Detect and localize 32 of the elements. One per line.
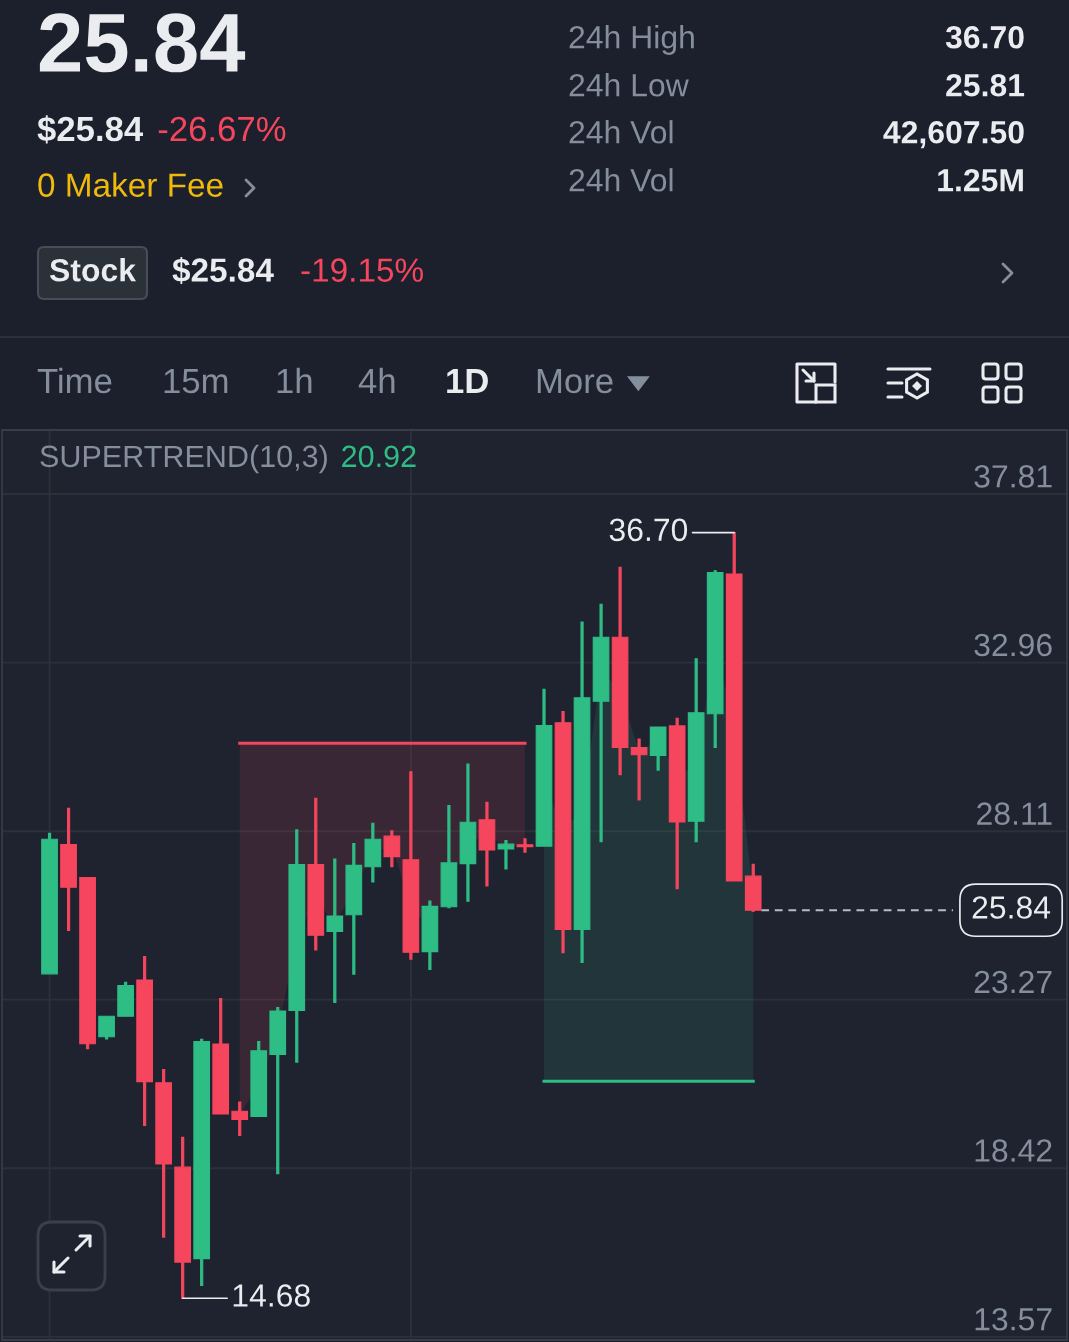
text: 15m [164, 369, 228, 394]
text: 25.84 [39, 13, 246, 73]
y-tick-label: 23.27 [974, 970, 1052, 994]
y-tick-label: 13.57 [975, 1307, 1052, 1331]
text: 25.81 [946, 73, 1025, 97]
y-tick-label: 28.11 [977, 802, 1052, 825]
text: $25.84 [37, 115, 144, 144]
text: Stock [49, 258, 137, 282]
text: 1D [447, 369, 488, 393]
annotation: SUPERTREND(10,3) [40, 444, 327, 474]
y-tick-label: 32.96 [974, 633, 1052, 657]
text: 1.25M [938, 168, 1023, 192]
text: 0 Maker Fee [38, 172, 223, 197]
text: 24h Low [569, 73, 689, 97]
text: -19.15% [301, 258, 423, 282]
text: 24h Vol [569, 168, 673, 192]
text: 1h [277, 367, 312, 393]
text: Time [37, 367, 112, 394]
text: -26.67% [158, 116, 286, 142]
text: 24h Vol [569, 120, 673, 144]
annotation: 20.92 [342, 445, 416, 468]
annotation: 36.70 [609, 518, 688, 542]
text: 24h High [569, 25, 694, 55]
annotation: 14.68 [233, 1284, 310, 1307]
text: 4h [358, 367, 395, 393]
text: 42,607.50 [883, 120, 1024, 149]
y-tick-label: 37.81 [974, 465, 1052, 488]
text: More [537, 369, 613, 394]
ref-line-label: 25.84 [972, 896, 1051, 919]
y-tick-label: 18.42 [975, 1139, 1052, 1162]
text: 36.70 [945, 25, 1024, 49]
text: $25.84 [172, 256, 274, 285]
